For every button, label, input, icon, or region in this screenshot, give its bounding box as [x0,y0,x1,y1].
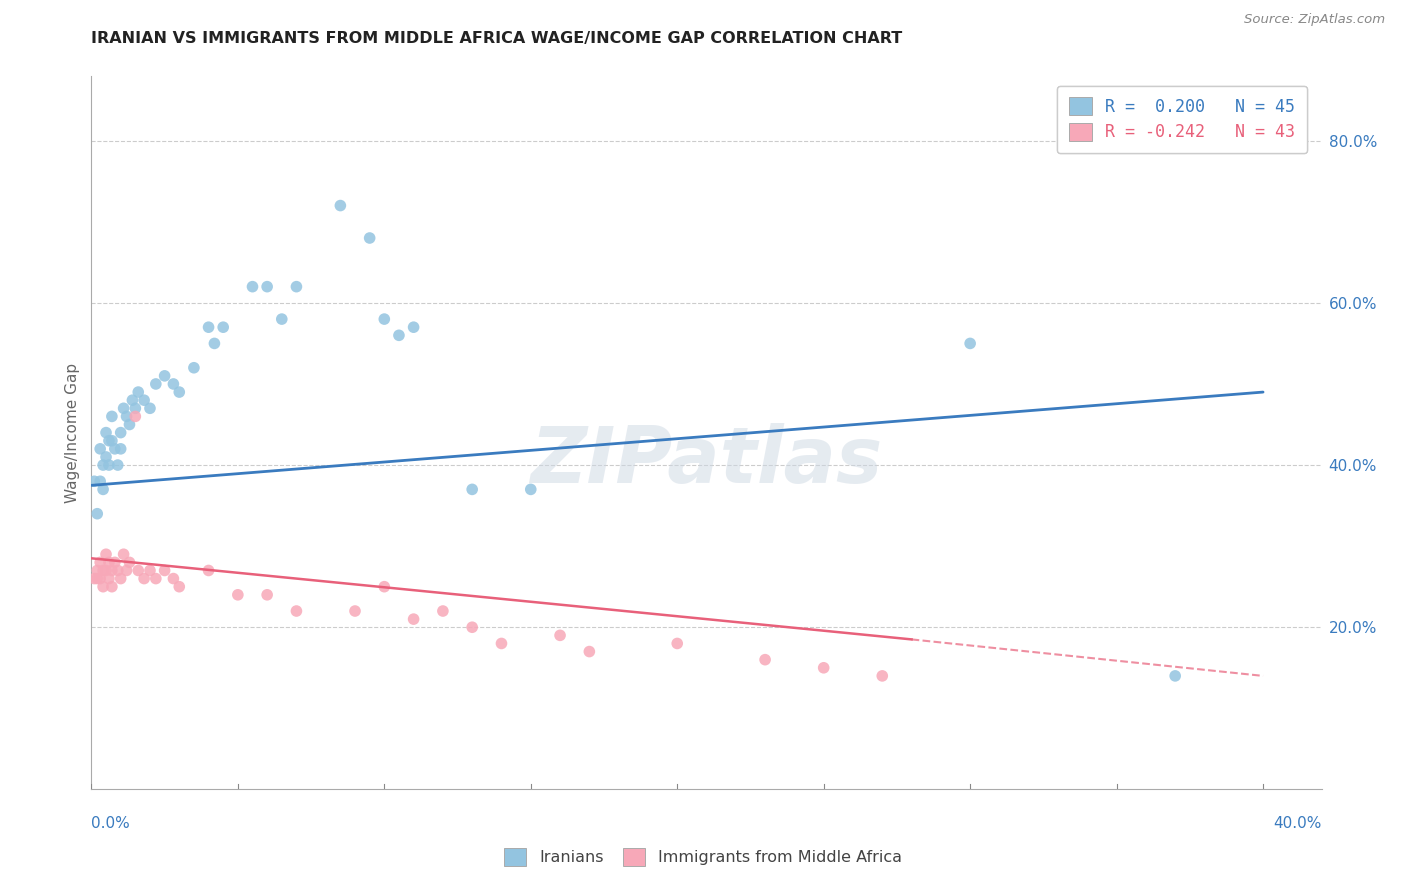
Point [359,231,381,245]
Point [89,572,111,586]
Point [107,564,129,578]
Point [91,458,114,472]
Point [94,425,117,440]
Point [91,580,114,594]
Point [101,580,124,594]
Point [402,320,425,334]
Point [329,198,352,212]
Text: Source: ZipAtlas.com: Source: ZipAtlas.com [1244,13,1385,27]
Point [98,458,120,472]
Point [124,401,146,416]
Legend: Iranians, Immigrants from Middle Africa: Iranians, Immigrants from Middle Africa [495,838,911,875]
Point [98,555,120,569]
Point [139,401,162,416]
Point [110,442,132,456]
Point [256,279,278,293]
Y-axis label: Wage/Income Gap: Wage/Income Gap [65,362,80,503]
Point [86,564,108,578]
Point [343,604,366,618]
Point [169,385,191,400]
Point [127,564,149,578]
Point [666,636,689,650]
Point [1164,669,1187,683]
Point [169,580,191,594]
Point [86,507,108,521]
Point [91,483,114,497]
Point [256,588,278,602]
Point [94,547,117,561]
Point [373,580,395,594]
Text: 40.0%: 40.0% [1274,816,1322,830]
Point [145,376,167,391]
Point [89,442,111,456]
Point [491,636,513,650]
Point [202,336,225,351]
Point [118,417,141,432]
Point [461,483,484,497]
Point [104,442,127,456]
Point [115,409,138,424]
Point [870,669,894,683]
Point [101,564,124,578]
Point [89,555,111,569]
Point [89,475,111,489]
Point [110,425,132,440]
Point [388,328,411,343]
Point [127,385,149,400]
Point [83,475,105,489]
Point [402,612,425,626]
Point [101,409,124,424]
Point [101,434,124,448]
Point [226,588,249,602]
Point [121,393,143,408]
Point [461,620,484,634]
Point [183,360,205,375]
Point [197,564,219,578]
Point [270,312,292,326]
Point [162,572,184,586]
Point [153,564,176,578]
Point [98,434,120,448]
Point [432,604,454,618]
Point [112,401,135,416]
Point [124,409,146,424]
Point [162,376,184,391]
Legend: R =  0.200   N = 45, R = -0.242   N = 43: R = 0.200 N = 45, R = -0.242 N = 43 [1057,86,1308,153]
Point [115,564,138,578]
Point [519,483,541,497]
Point [118,555,141,569]
Point [578,644,600,658]
Point [242,279,264,293]
Point [110,572,132,586]
Point [285,604,308,618]
Point [197,320,219,334]
Point [139,564,162,578]
Text: 0.0%: 0.0% [91,816,131,830]
Point [94,450,117,464]
Point [86,572,108,586]
Point [98,572,120,586]
Point [153,368,176,383]
Point [548,628,571,642]
Point [112,547,135,561]
Point [373,312,395,326]
Point [145,572,167,586]
Point [107,458,129,472]
Point [91,564,114,578]
Point [959,336,981,351]
Point [94,564,117,578]
Point [132,393,155,408]
Text: ZIPatlas: ZIPatlas [530,423,883,500]
Point [104,555,127,569]
Point [212,320,235,334]
Point [754,653,776,667]
Point [132,572,155,586]
Text: IRANIAN VS IMMIGRANTS FROM MIDDLE AFRICA WAGE/INCOME GAP CORRELATION CHART: IRANIAN VS IMMIGRANTS FROM MIDDLE AFRICA… [91,31,903,46]
Point [83,572,105,586]
Point [285,279,308,293]
Point [813,661,835,675]
